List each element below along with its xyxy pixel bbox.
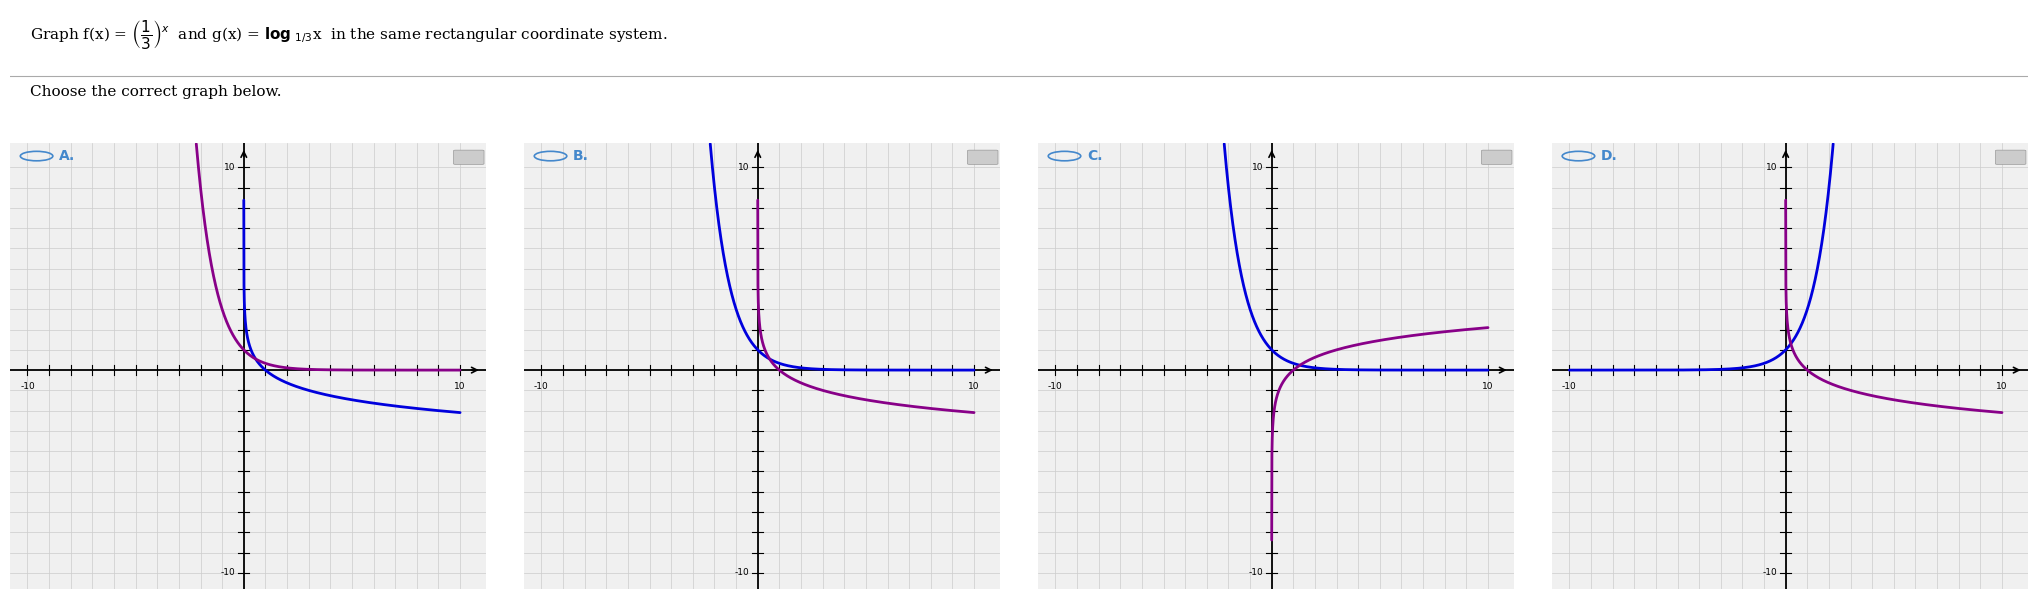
Text: -10: -10 <box>1762 568 1778 577</box>
Text: A.: A. <box>59 149 75 163</box>
Text: 10: 10 <box>455 382 465 391</box>
Text: 10: 10 <box>1252 163 1264 172</box>
Text: -10: -10 <box>534 382 549 391</box>
Text: 10: 10 <box>1995 382 2008 391</box>
Text: Q+: Q+ <box>975 155 988 160</box>
Text: C.: C. <box>1087 149 1101 163</box>
Text: Q+: Q+ <box>2004 155 2016 160</box>
Text: -10: -10 <box>734 568 750 577</box>
Text: -10: -10 <box>1563 382 1577 391</box>
Text: -10: -10 <box>1049 382 1063 391</box>
Text: B.: B. <box>573 149 589 163</box>
Text: 10: 10 <box>1481 382 1494 391</box>
Text: Q+: Q+ <box>461 155 473 160</box>
Text: -10: -10 <box>219 568 236 577</box>
Text: -10: -10 <box>1248 568 1264 577</box>
Text: Choose the correct graph below.: Choose the correct graph below. <box>30 85 282 99</box>
Text: 10: 10 <box>1766 163 1778 172</box>
Text: -10: -10 <box>20 382 35 391</box>
Text: D.: D. <box>1601 149 1617 163</box>
Text: 10: 10 <box>969 382 979 391</box>
Text: 10: 10 <box>738 163 750 172</box>
Text: 10: 10 <box>224 163 236 172</box>
Text: Graph f(x) = $\left(\dfrac{1}{3}\right)^x$  and g(x) = $\mathbf{log}_{\ 1/3}$x  : Graph f(x) = $\left(\dfrac{1}{3}\right)^… <box>30 18 669 51</box>
Text: Q+: Q+ <box>1489 155 1502 160</box>
